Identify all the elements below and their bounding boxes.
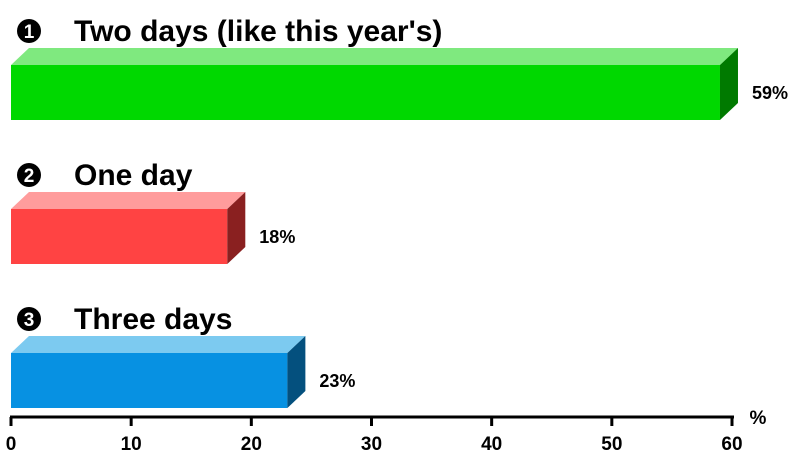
bar-side-face-1 bbox=[719, 48, 738, 120]
x-tick-label-50: 50 bbox=[601, 434, 622, 455]
bar-top-face-1 bbox=[11, 48, 738, 65]
x-axis-unit-label: % bbox=[750, 408, 767, 429]
number-marker-3 bbox=[17, 307, 41, 331]
bar-group-1: 1 Two days (like this year's) 59% bbox=[11, 15, 788, 120]
x-tick-label-40: 40 bbox=[481, 434, 502, 455]
x-tick-label-0: 0 bbox=[6, 434, 17, 455]
category-label-3: Three days bbox=[74, 303, 232, 336]
bar-top-face-3 bbox=[11, 336, 306, 353]
value-label-1: 59% bbox=[752, 83, 788, 103]
number-marker-text-1: 1 bbox=[24, 22, 35, 43]
bar-group-3: 3 Three days 23% bbox=[11, 303, 355, 408]
value-label-3: 23% bbox=[319, 371, 355, 391]
value-label-2: 18% bbox=[259, 227, 295, 247]
x-tick-label-10: 10 bbox=[121, 434, 142, 455]
bar-side-face-3 bbox=[287, 336, 306, 408]
x-tick-label-60: 60 bbox=[721, 434, 742, 455]
x-axis-ticks: 0 10 20 30 40 50 60 bbox=[6, 417, 743, 455]
category-label-2: One day bbox=[74, 159, 193, 192]
category-label-1: Two days (like this year's) bbox=[74, 15, 442, 48]
number-marker-1 bbox=[17, 19, 41, 43]
bar-front-face-1 bbox=[11, 65, 720, 120]
bar-front-face-3 bbox=[11, 353, 288, 408]
bar-group-2: 2 One day 18% bbox=[11, 159, 295, 264]
bar-front-face-2 bbox=[11, 209, 228, 264]
bar-top-face-2 bbox=[11, 192, 246, 209]
x-tick-label-30: 30 bbox=[361, 434, 382, 455]
number-marker-text-3: 3 bbox=[24, 310, 35, 331]
number-marker-2 bbox=[17, 163, 41, 187]
number-marker-text-2: 2 bbox=[24, 166, 35, 187]
bars-group: 1 Two days (like this year's) 59% 2 One day 1… bbox=[11, 15, 788, 408]
x-axis: 0 10 20 30 40 50 60 % bbox=[6, 408, 767, 455]
x-tick-label-20: 20 bbox=[241, 434, 262, 455]
bar-side-face-2 bbox=[227, 192, 246, 264]
